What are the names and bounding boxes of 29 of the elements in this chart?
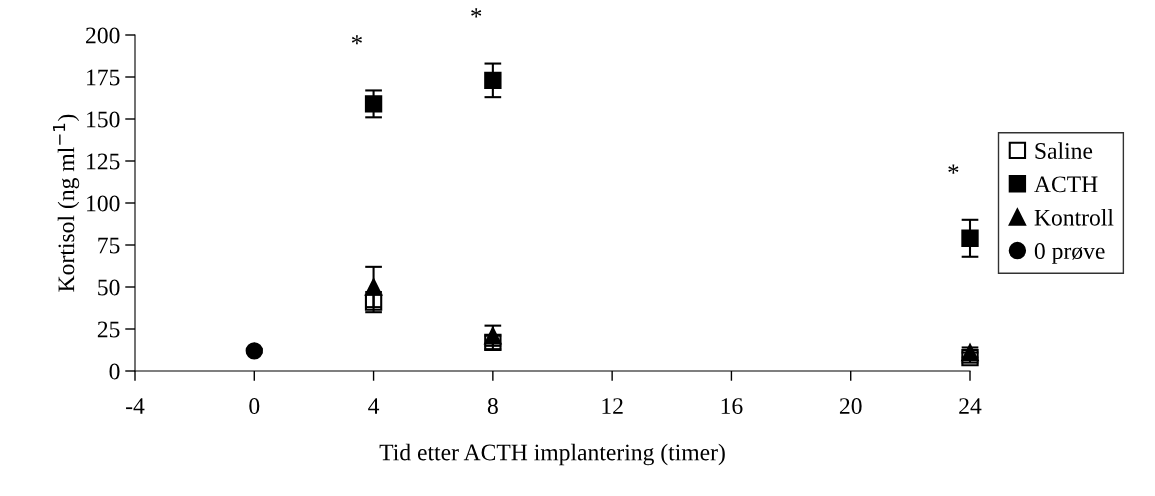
legend-label: ACTH <box>1034 176 1098 193</box>
legend-label: Kontroll <box>1034 209 1114 226</box>
legend-label: Saline <box>1035 142 1093 159</box>
point <box>484 71 502 90</box>
x-tick-label: 12 <box>602 398 623 414</box>
text: * <box>471 8 482 18</box>
y-tick-label: 0 <box>109 363 120 380</box>
y-tick-label: 125 <box>87 153 120 170</box>
point <box>961 229 979 247</box>
y-tick-label: 150 <box>87 111 120 128</box>
x-tick-label: 24 <box>959 398 982 414</box>
x-tick-label: 4 <box>368 398 380 414</box>
x-tick-label: 0 <box>249 398 260 415</box>
y-tick-label: 200 <box>86 27 120 44</box>
annotation: * <box>351 35 362 45</box>
y-tick-label: 175 <box>87 69 120 86</box>
x-tick-label: 8 <box>487 398 498 415</box>
x-tick-label: 16 <box>721 398 743 415</box>
legend-label: 0 prøve <box>1034 243 1105 264</box>
y-axis-title: Kortisol (ng ml$^{−1}$) <box>53 114 80 292</box>
x-tick-label: 20 <box>839 398 862 415</box>
point <box>364 95 383 113</box>
y-tick-label: 100 <box>87 195 120 212</box>
y-tick-label: 50 <box>98 279 120 296</box>
annotation: * <box>948 164 959 174</box>
y-tick-label: 75 <box>98 237 120 254</box>
y-tick-label: 25 <box>97 321 120 338</box>
x-axis-title: Tid etter ACTH implantering (timer) <box>379 443 725 466</box>
x-tick-label: -4 <box>126 398 145 414</box>
